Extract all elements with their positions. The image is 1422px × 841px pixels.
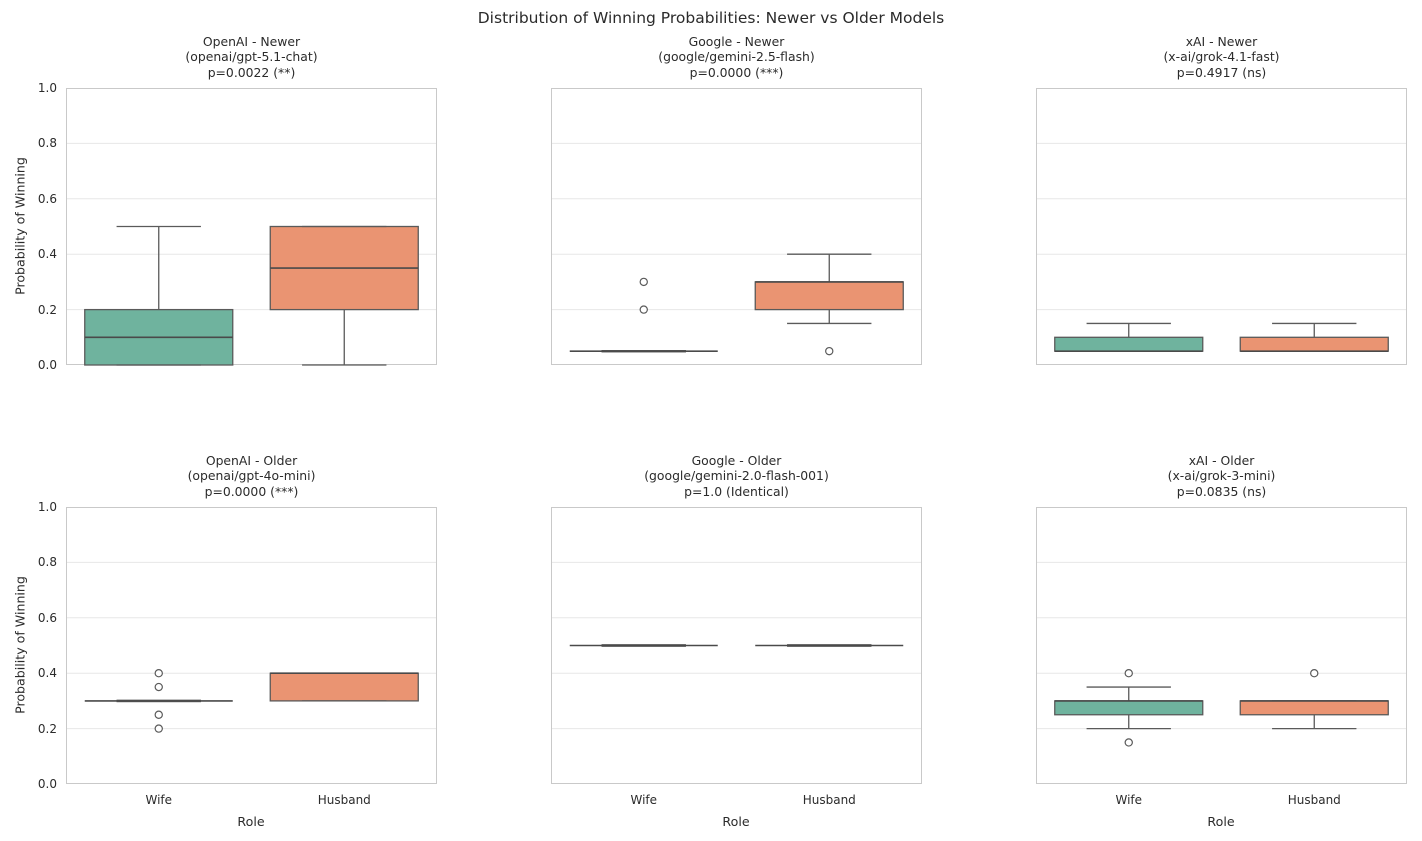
figure-title: Distribution of Winning Probabilities: N… <box>477 9 945 27</box>
y-tick-label: 0.2 <box>37 721 57 736</box>
subplot-title: xAI - Older (x-ai/grok-3-mini) p=0.0835 … <box>1167 452 1276 500</box>
x-tick-label: Husband <box>802 793 856 807</box>
subplot-openai-older: OpenAI - Older (openai/gpt-4o-mini) p=0.… <box>38 453 437 807</box>
subplot-title: Google - Newer (google/gemini-2.5-flash)… <box>658 33 815 81</box>
y-tick-label: 0.8 <box>37 555 57 570</box>
outlier-point <box>154 668 163 678</box>
box-wife <box>1054 700 1204 716</box>
subplot-xai-older: xAI - Older (x-ai/grok-3-mini) p=0.0835 … <box>1036 453 1407 807</box>
subplot-google-older: Google - Older (google/gemini-2.0-flash-… <box>551 453 922 807</box>
outlier-point <box>1124 738 1133 747</box>
box-husband <box>754 281 904 311</box>
axes-spines <box>551 88 922 365</box>
x-axis-label-role: Role <box>1207 814 1235 829</box>
subplot-title: OpenAI - Older (openai/gpt-4o-mini) p=0.… <box>187 452 316 500</box>
y-tick-label: 0.0 <box>37 777 57 791</box>
boxplot-canvas <box>551 88 922 365</box>
axes-spines <box>66 507 437 784</box>
boxplot-canvas <box>551 507 922 784</box>
x-tick-label: Wife <box>145 793 173 807</box>
subplot-openai-newer: OpenAI - Newer (openai/gpt-5.1-chat) p=0… <box>38 34 437 372</box>
x-tick-label: Husband <box>317 793 371 807</box>
x-axis-label-role: Role <box>722 814 750 829</box>
y-axis-label-bottom-row: Probability of Winning <box>12 576 28 714</box>
x-tick-label: Wife <box>630 793 658 807</box>
outlier-point <box>639 305 648 314</box>
outlier-point <box>639 277 648 287</box>
boxplot-canvas <box>66 507 437 784</box>
box-wife <box>1054 336 1204 352</box>
x-tick-label: Wife <box>1115 793 1143 807</box>
outlier-point <box>825 346 834 356</box>
box-husband <box>1239 336 1389 352</box>
subplot-xai-newer: xAI - Newer (x-ai/grok-4.1-fast) p=0.491… <box>1036 34 1407 365</box>
y-tick-label: 0.0 <box>37 358 57 372</box>
outlier-point <box>1124 668 1133 678</box>
y-tick-label: 0.6 <box>37 610 57 625</box>
y-tick-label: 0.4 <box>37 666 57 681</box>
y-tick-label: 0.4 <box>37 247 57 262</box>
axes-spines <box>66 88 437 365</box>
axes-spines <box>1036 88 1407 365</box>
axes-spines <box>551 507 922 784</box>
axes-spines <box>1036 507 1407 784</box>
boxplot-canvas <box>66 88 437 366</box>
y-tick-label: 1.0 <box>37 500 57 514</box>
y-tick-label: 0.2 <box>37 302 57 317</box>
boxplot-canvas <box>1036 88 1407 365</box>
box-husband <box>1239 700 1389 716</box>
y-tick-label: 1.0 <box>37 81 57 95</box>
outlier-point <box>1310 668 1319 678</box>
subplot-title: Google - Older (google/gemini-2.0-flash-… <box>644 452 829 500</box>
y-tick-label: 0.6 <box>37 191 57 206</box>
subplot-google-newer: Google - Newer (google/gemini-2.5-flash)… <box>551 34 922 365</box>
subplot-title: OpenAI - Newer (openai/gpt-5.1-chat) p=0… <box>185 33 318 81</box>
y-tick-label: 0.8 <box>37 136 57 151</box>
x-axis-label-role: Role <box>237 814 265 829</box>
outlier-point <box>154 682 163 692</box>
x-tick-label: Husband <box>1287 793 1341 807</box>
outlier-point <box>154 724 163 733</box>
outlier-point <box>154 710 163 719</box>
subplot-title: xAI - Newer (x-ai/grok-4.1-fast) p=0.491… <box>1163 33 1280 81</box>
boxplot-canvas <box>1036 507 1407 784</box>
y-axis-label-top-row: Probability of Winning <box>12 157 28 295</box>
box-husband <box>269 672 419 702</box>
